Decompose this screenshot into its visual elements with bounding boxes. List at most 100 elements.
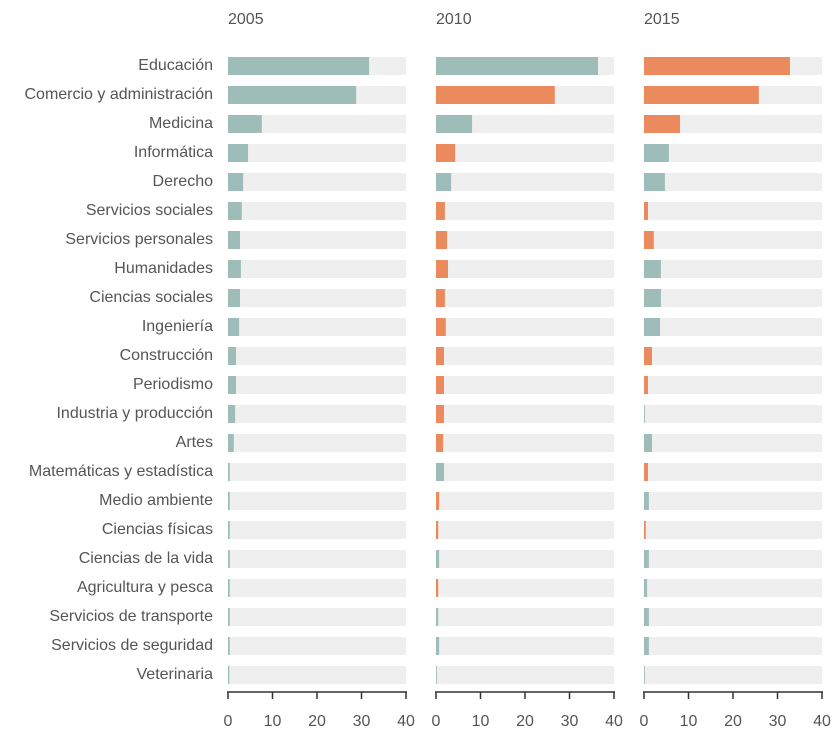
bar: [644, 86, 759, 104]
category-label: Servicios personales: [65, 231, 213, 248]
bar-track: [228, 347, 406, 365]
bar: [228, 521, 230, 539]
category-label: Agricultura y pesca: [77, 579, 213, 596]
x-tick-label: 20: [516, 713, 534, 730]
x-tick-label: 10: [264, 713, 282, 730]
bar-track: [228, 666, 406, 684]
bar: [228, 144, 249, 162]
category-label: Periodismo: [133, 376, 213, 393]
bar: [228, 608, 230, 626]
panel-title: 2010: [436, 11, 472, 28]
bar: [644, 492, 649, 510]
bar-track: [436, 521, 614, 539]
bar: [228, 57, 370, 75]
bar-track: [436, 492, 614, 510]
bar-track: [436, 463, 614, 481]
category-label: Medicina: [149, 115, 213, 132]
category-label: Servicios de seguridad: [51, 637, 213, 654]
bar: [644, 637, 649, 655]
bar: [228, 347, 237, 365]
bar: [228, 463, 230, 481]
category-label: Matemáticas y estadística: [29, 463, 213, 480]
bar-track: [644, 318, 822, 336]
bar: [228, 579, 230, 597]
category-label: Ciencias sociales: [89, 289, 213, 306]
category-label: Medio ambiente: [99, 492, 213, 509]
bar: [436, 260, 449, 278]
category-label: Informática: [134, 144, 213, 161]
bar: [228, 289, 241, 307]
bar-track: [228, 463, 406, 481]
bar-track: [436, 579, 614, 597]
bar-track: [644, 202, 822, 220]
category-label: Industria y producción: [56, 405, 213, 422]
category-label: Ciencias físicas: [102, 521, 213, 538]
bar: [436, 666, 437, 684]
bar-track: [644, 289, 822, 307]
bar-track: [228, 492, 406, 510]
bar-track: [228, 144, 406, 162]
bar: [228, 637, 230, 655]
x-tick-label: 40: [813, 713, 831, 730]
bar-track: [228, 260, 406, 278]
bar: [644, 318, 661, 336]
category-label: Derecho: [153, 173, 214, 190]
bar: [644, 376, 649, 394]
bar: [644, 173, 665, 191]
bar-track: [644, 260, 822, 278]
bar-track: [436, 231, 614, 249]
bar-track: [644, 666, 822, 684]
bar-track: [644, 492, 822, 510]
category-label: Construcción: [120, 347, 213, 364]
bar: [436, 289, 445, 307]
bar-track: [228, 318, 406, 336]
bar: [644, 405, 645, 423]
bar: [436, 173, 452, 191]
x-tick-label: 0: [432, 713, 441, 730]
bar-track: [436, 260, 614, 278]
x-tick-label: 40: [605, 713, 623, 730]
bar-track: [644, 434, 822, 452]
bar-track: [228, 550, 406, 568]
bar-track: [228, 115, 406, 133]
bar-track: [644, 347, 822, 365]
x-tick-label: 30: [353, 713, 371, 730]
bar: [436, 637, 440, 655]
bar: [228, 550, 230, 568]
x-tick-label: 40: [397, 713, 415, 730]
bar-track: [228, 579, 406, 597]
bar-track: [644, 579, 822, 597]
x-tick-label: 0: [640, 713, 649, 730]
category-label: Ingeniería: [142, 318, 213, 335]
bar: [228, 260, 241, 278]
category-label: Comercio y administración: [24, 86, 213, 103]
bar-track: [436, 173, 614, 191]
bar: [436, 579, 439, 597]
bar: [436, 57, 598, 75]
bar-track: [436, 608, 614, 626]
bar: [644, 260, 661, 278]
bar: [228, 376, 237, 394]
bar-track: [644, 637, 822, 655]
bar-track: [644, 608, 822, 626]
bar: [228, 434, 234, 452]
bar: [644, 115, 681, 133]
x-tick-label: 0: [224, 713, 233, 730]
bar: [436, 550, 440, 568]
bar: [436, 405, 445, 423]
bar: [644, 608, 649, 626]
bar: [644, 231, 654, 249]
bar-track: [436, 144, 614, 162]
bar: [228, 666, 230, 684]
bar-track: [644, 173, 822, 191]
bar: [228, 405, 236, 423]
bar: [644, 666, 645, 684]
bar: [436, 608, 439, 626]
bar-track: [436, 202, 614, 220]
bar: [436, 463, 445, 481]
bar-track: [436, 666, 614, 684]
bar: [644, 550, 649, 568]
bar: [436, 521, 439, 539]
bar: [644, 347, 653, 365]
bar-track: [644, 144, 822, 162]
